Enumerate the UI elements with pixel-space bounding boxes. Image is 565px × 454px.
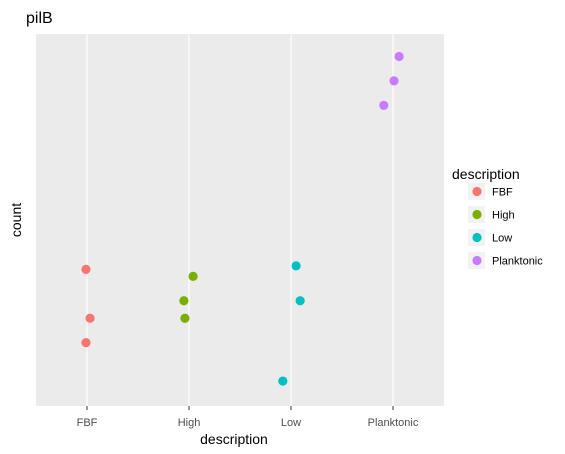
data-points [81, 51, 404, 386]
x-axis-title: description [200, 431, 268, 447]
point-low-2 [295, 296, 305, 306]
point-high-1 [188, 271, 198, 281]
legend-label-planktonic: Planktonic [492, 256, 543, 268]
legend: FBF High Low Planktonic [468, 183, 543, 269]
legend-label-fbf: FBF [492, 187, 513, 199]
legend-title: description [452, 166, 520, 182]
legend-swatch-planktonic [472, 255, 482, 266]
point-fbf-2 [85, 313, 95, 323]
legend-label-high: High [492, 210, 515, 222]
x-tick-label-fbf: FBF [77, 417, 98, 429]
chart-title: pilB [26, 10, 53, 27]
plot-panel [36, 34, 444, 406]
point-low-1 [291, 261, 301, 271]
x-tick-labels: FBF High Low Planktonic [77, 417, 419, 429]
legend-swatch-low [472, 232, 482, 243]
point-planktonic-1 [394, 51, 404, 62]
point-low-3 [278, 376, 288, 386]
x-tick-marks [86, 406, 394, 410]
point-planktonic-2 [389, 76, 399, 86]
legend-swatch-high [472, 209, 482, 220]
x-tick-label-low: Low [281, 417, 301, 429]
legend-label-low: Low [492, 233, 512, 245]
point-high-3 [180, 313, 190, 323]
legend-swatch-fbf [472, 186, 482, 197]
point-planktonic-3 [379, 100, 389, 110]
point-fbf-1 [81, 264, 91, 274]
y-axis-title: count [8, 203, 24, 237]
point-fbf-3 [81, 338, 91, 348]
x-tick-label-planktonic: Planktonic [368, 417, 419, 429]
x-tick-label-high: High [178, 417, 201, 429]
point-high-2 [179, 296, 189, 306]
